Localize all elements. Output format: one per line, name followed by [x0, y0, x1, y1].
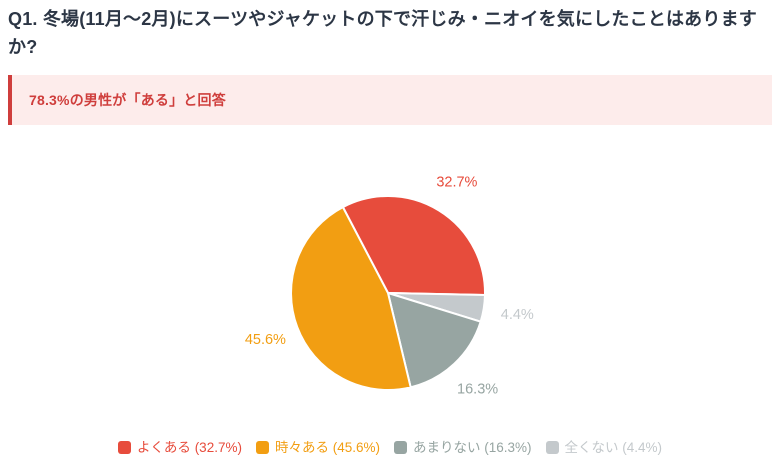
chart-legend: よくある (32.7%) 時々ある (45.6%) あまりない (16.3%) 全くな… [8, 441, 772, 455]
legend-label: よくある (32.7%) [136, 439, 242, 455]
pie-chart: 32.7% 4.4% 16.3% 45.6% [245, 174, 534, 397]
legend-item[interactable]: 全くない (4.4%) [545, 439, 663, 455]
pie-slice-0[interactable] [341, 194, 486, 296]
legend-swatch [394, 441, 407, 455]
legend-label: 全くない (4.4%) [564, 439, 663, 455]
survey-result-page: Q1. 冬場(11月〜2月)にスーツやジャケットの下で汗じみ・ニオイを気にしたこ… [8, 9, 772, 455]
legend-swatch [255, 441, 269, 455]
highlight-callout: 78.3%の男性が「ある」と回答 [8, 74, 772, 125]
legend-swatch [545, 441, 559, 455]
legend-swatch [117, 441, 131, 455]
pie-slice-label: 16.3% [457, 381, 498, 397]
legend-item[interactable]: あまりない (16.3%) [394, 441, 532, 455]
pie-chart-area: 32.7% 4.4% 16.3% 45.6% [8, 125, 772, 427]
pie-slice-label: 32.7% [436, 174, 477, 190]
pie-slice-2[interactable] [387, 291, 482, 389]
highlight-text: 78.3%の男性が「ある」と回答 [29, 91, 226, 108]
legend-item[interactable]: 時々ある (45.6%) [255, 439, 380, 455]
pie-slice-label: 45.6% [245, 332, 286, 348]
legend-label: 時々ある (45.6%) [274, 439, 380, 455]
legend-label: あまりない (16.3%) [413, 439, 532, 455]
legend-item[interactable]: よくある (32.7%) [117, 439, 242, 455]
pie-slice-1[interactable] [290, 205, 412, 391]
question-title: Q1. 冬場(11月〜2月)にスーツやジャケットの下で汗じみ・ニオイを気にしたこ… [8, 9, 757, 57]
pie-slice-label: 4.4% [501, 307, 534, 323]
